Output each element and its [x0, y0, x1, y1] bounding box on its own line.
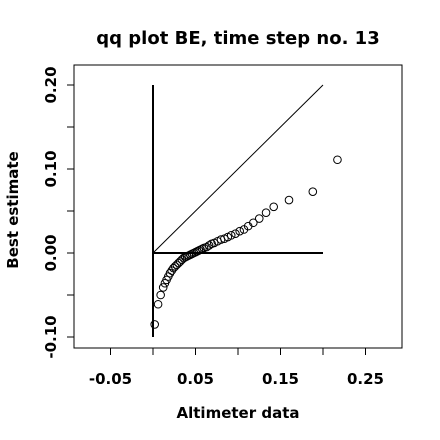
data-point: [150, 320, 159, 329]
data-point: [249, 218, 258, 228]
reference-lines: [152, 84, 324, 337]
y-tick-label: 0.20: [42, 66, 60, 103]
data-point: [235, 226, 244, 236]
x-tick-label: -0.05: [89, 370, 132, 388]
data-point: [261, 208, 271, 217]
data-point: [269, 202, 279, 212]
data-point: [284, 195, 294, 205]
data-point: [198, 244, 207, 254]
y-tick-label: 0.00: [42, 234, 60, 271]
y-axis-title: Best estimate: [4, 151, 22, 268]
x-tick-label: 0.15: [262, 370, 299, 388]
data-point: [153, 299, 163, 309]
data-point: [254, 214, 264, 223]
data-point: [308, 187, 318, 196]
data-point: [156, 290, 165, 300]
data-point: [333, 155, 342, 165]
y-axis: -0.10 0.00 0.10 0.20: [42, 66, 75, 359]
x-tick-label: 0.25: [347, 370, 384, 388]
chart-title: qq plot BE, time step no. 13: [96, 28, 379, 49]
y-tick-label: -0.10: [42, 315, 60, 358]
y-tick-label: 0.10: [42, 150, 60, 187]
identity-line: [152, 84, 324, 254]
data-points: [150, 155, 342, 329]
data-point: [204, 241, 214, 250]
data-point: [158, 283, 168, 292]
data-point: [226, 231, 236, 240]
x-axis-title: Altimeter data: [177, 404, 300, 422]
data-point: [231, 229, 240, 238]
x-axis: -0.05 0.05 0.15 0.25: [89, 347, 384, 388]
plot-frame: [73, 64, 403, 349]
x-tick-label: 0.05: [177, 370, 214, 388]
